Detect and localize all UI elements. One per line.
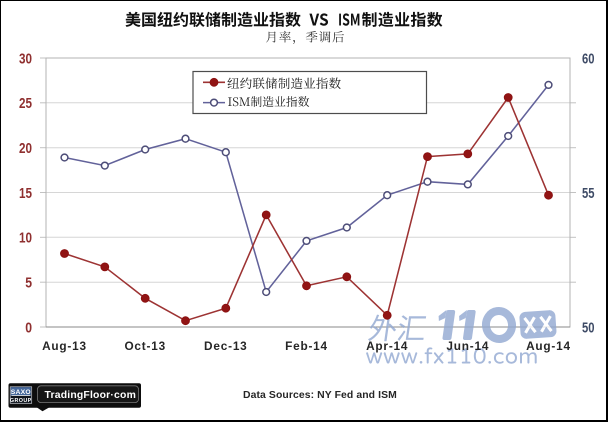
- svg-text:60: 60: [582, 51, 595, 67]
- svg-text:20: 20: [19, 141, 32, 157]
- svg-text:Feb-14: Feb-14: [285, 339, 328, 353]
- svg-text:5: 5: [25, 276, 32, 292]
- svg-text:TradingFloor·com: TradingFloor·com: [45, 390, 137, 401]
- svg-text:25: 25: [19, 96, 32, 112]
- svg-text:GROUP: GROUP: [10, 398, 32, 404]
- svg-text:Oct-13: Oct-13: [124, 339, 166, 353]
- svg-text:Data Sources: NY Fed and ISM: Data Sources: NY Fed and ISM: [243, 390, 397, 401]
- svg-text:Apr-14: Apr-14: [366, 339, 408, 353]
- svg-text:Jun-14: Jun-14: [446, 339, 489, 353]
- svg-text:Aug-14: Aug-14: [526, 339, 571, 353]
- svg-text:10: 10: [19, 231, 32, 247]
- svg-text:30: 30: [19, 51, 32, 67]
- svg-text:0: 0: [25, 320, 32, 336]
- svg-text:Dec-13: Dec-13: [204, 339, 248, 353]
- svg-text:55: 55: [582, 186, 595, 202]
- svg-text:Aug-13: Aug-13: [42, 339, 87, 353]
- svg-text:50: 50: [582, 320, 595, 336]
- svg-text:SAXO: SAXO: [11, 389, 31, 396]
- svg-text:15: 15: [19, 186, 32, 202]
